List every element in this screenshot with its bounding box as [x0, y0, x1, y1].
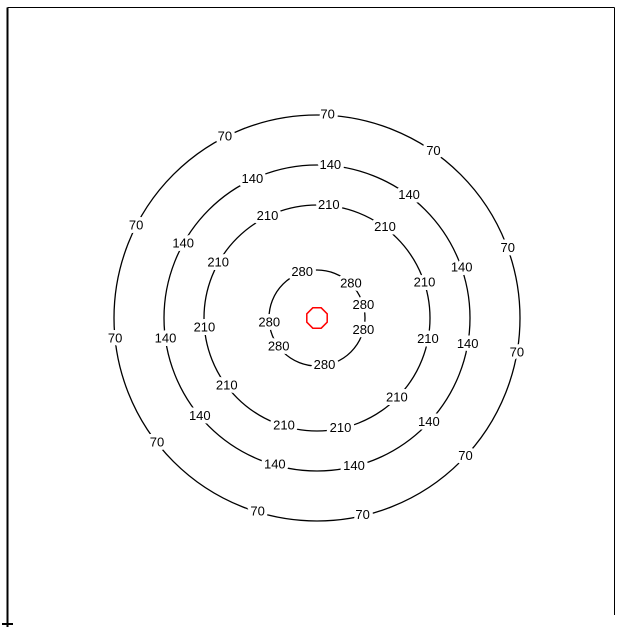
contour-label: 140: [264, 457, 286, 472]
contour-label: 210: [207, 255, 229, 270]
contour-label: 280: [291, 264, 313, 279]
contour-label: 210: [318, 197, 340, 212]
contour-label: 140: [189, 408, 211, 423]
contour-label: 210: [414, 275, 436, 290]
contour-line: [163, 164, 471, 472]
contour-label: 280: [314, 357, 336, 372]
contour-label: 210: [386, 389, 408, 404]
contour-label: 70: [320, 107, 334, 122]
contour-label: 280: [258, 314, 280, 329]
contour-label: 210: [417, 331, 439, 346]
contour-label: 140: [418, 414, 440, 429]
contour-label: 210: [257, 208, 279, 223]
contour-label: 210: [194, 319, 216, 334]
contour-label: 140: [319, 157, 341, 172]
contour-label: 140: [451, 260, 473, 275]
contour-label: 210: [374, 219, 396, 234]
contour-label: 140: [172, 235, 194, 250]
contour-label: 140: [398, 187, 420, 202]
contour-label: 210: [273, 417, 295, 432]
contour-label: 70: [108, 331, 122, 346]
contour-label: 140: [343, 458, 365, 473]
contour-label: 140: [457, 336, 479, 351]
contour-label: 280: [340, 275, 362, 290]
center-marker: [306, 307, 328, 329]
contour-label: 70: [426, 143, 440, 158]
contour-line: [203, 204, 431, 432]
contour-label: 70: [218, 129, 232, 144]
contour-label: 70: [250, 504, 264, 519]
contour-label: 210: [216, 377, 238, 392]
contour-label: 140: [241, 171, 263, 186]
contour-label: 70: [510, 345, 524, 360]
contour-label: 70: [129, 217, 143, 232]
contour-label: 70: [501, 240, 515, 255]
contour-label: 280: [353, 322, 375, 337]
contour-label: 210: [330, 420, 352, 435]
contour-line: [268, 269, 366, 367]
contour-label: 70: [150, 434, 164, 449]
contour-label: 70: [355, 507, 369, 522]
contour-label: 70: [458, 448, 472, 463]
contour-line: [113, 114, 521, 522]
contour-label: 140: [155, 331, 177, 346]
contour-label: 280: [268, 338, 290, 353]
contour-label: 280: [353, 297, 375, 312]
